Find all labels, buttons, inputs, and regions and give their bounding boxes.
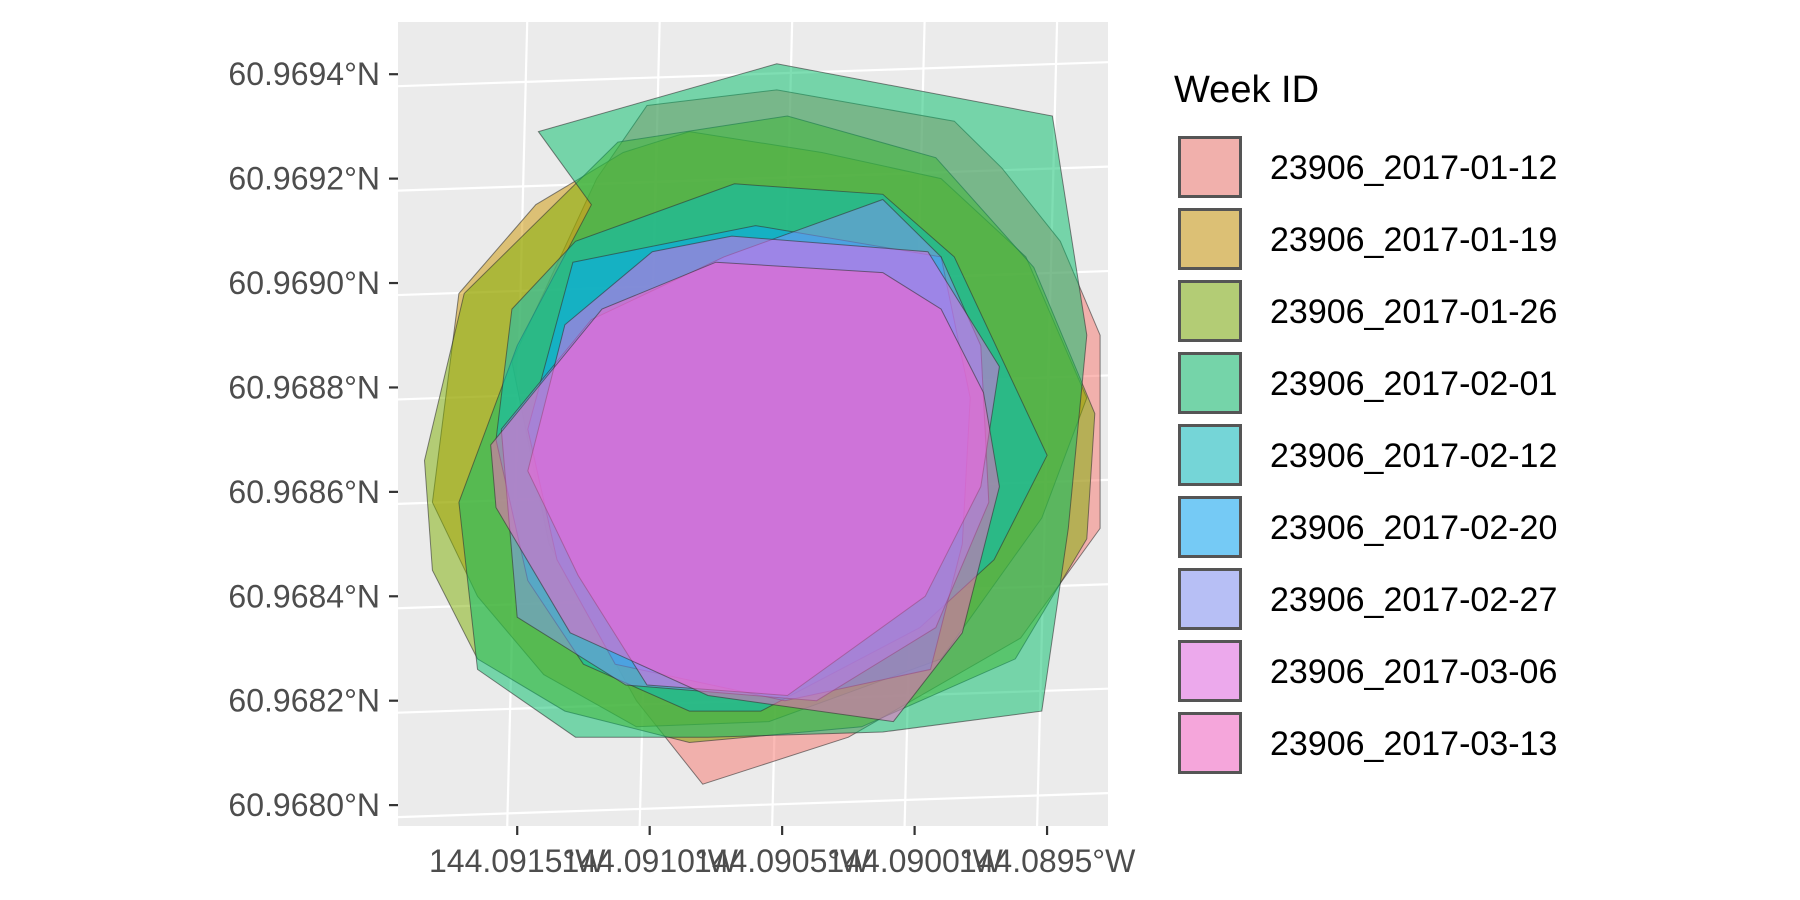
- x-tick-label: 144.0915°W: [429, 843, 606, 879]
- legend-key-swatch: [1178, 208, 1242, 270]
- legend-key-swatch: [1178, 712, 1242, 774]
- y-tick-label: 60.9690°N: [228, 265, 380, 301]
- parallel-line: [397, 792, 1109, 819]
- legend-label: 23906_2017-02-27: [1270, 581, 1557, 619]
- y-tick-label: 60.9688°N: [228, 369, 380, 405]
- legend-label: 23906_2017-03-06: [1270, 653, 1557, 691]
- x-tick-label: 144.0900°W: [826, 843, 1003, 879]
- legend-label: 23906_2017-01-26: [1270, 293, 1557, 331]
- legend-title: Week ID: [1174, 69, 1319, 111]
- legend-label: 23906_2017-01-12: [1270, 149, 1557, 187]
- x-tick-label: 144.0905°W: [694, 843, 871, 879]
- legend-key-swatch: [1178, 280, 1242, 342]
- legend-key-swatch: [1178, 568, 1242, 630]
- y-tick-label: 60.9694°N: [228, 56, 380, 92]
- legend-key-swatch: [1178, 496, 1242, 558]
- y-tick-label: 60.9680°N: [228, 787, 380, 823]
- x-axis: 144.0915°W144.0910°W144.0905°W144.0900°W…: [429, 826, 1136, 879]
- x-tick-label: 144.0910°W: [561, 843, 738, 879]
- y-tick-label: 60.9686°N: [228, 474, 380, 510]
- x-tick-label: 144.0895°W: [959, 843, 1136, 879]
- legend-key-swatch: [1178, 424, 1242, 486]
- legend-label: 23906_2017-02-12: [1270, 437, 1557, 475]
- home-range-polygons: [423, 63, 1101, 785]
- y-tick-label: 60.9692°N: [228, 161, 380, 197]
- y-axis: 60.9694°N 60.9692°N 60.9690°N 60.9688°N 60.9…: [228, 56, 398, 823]
- legend-label: 23906_2017-01-19: [1270, 221, 1557, 259]
- home-range-polygon: [490, 261, 1000, 723]
- legend-label: 23906_2017-03-13: [1270, 725, 1557, 763]
- y-tick-label: 60.9682°N: [228, 683, 380, 719]
- legend-key-swatch: [1178, 136, 1242, 198]
- legend-key-swatch: [1178, 640, 1242, 702]
- y-tick-label: 60.9684°N: [228, 578, 380, 614]
- legend-key-swatch: [1178, 352, 1242, 414]
- legend-items: 23906_2017-01-12 23906_2017-01-19 23906_20…: [1178, 136, 1557, 774]
- legend-label: 23906_2017-02-20: [1270, 509, 1557, 547]
- legend: Week ID 23906_2017-01-12 23906_2017-01-19…: [1174, 69, 1557, 774]
- legend-label: 23906_2017-02-01: [1270, 365, 1557, 403]
